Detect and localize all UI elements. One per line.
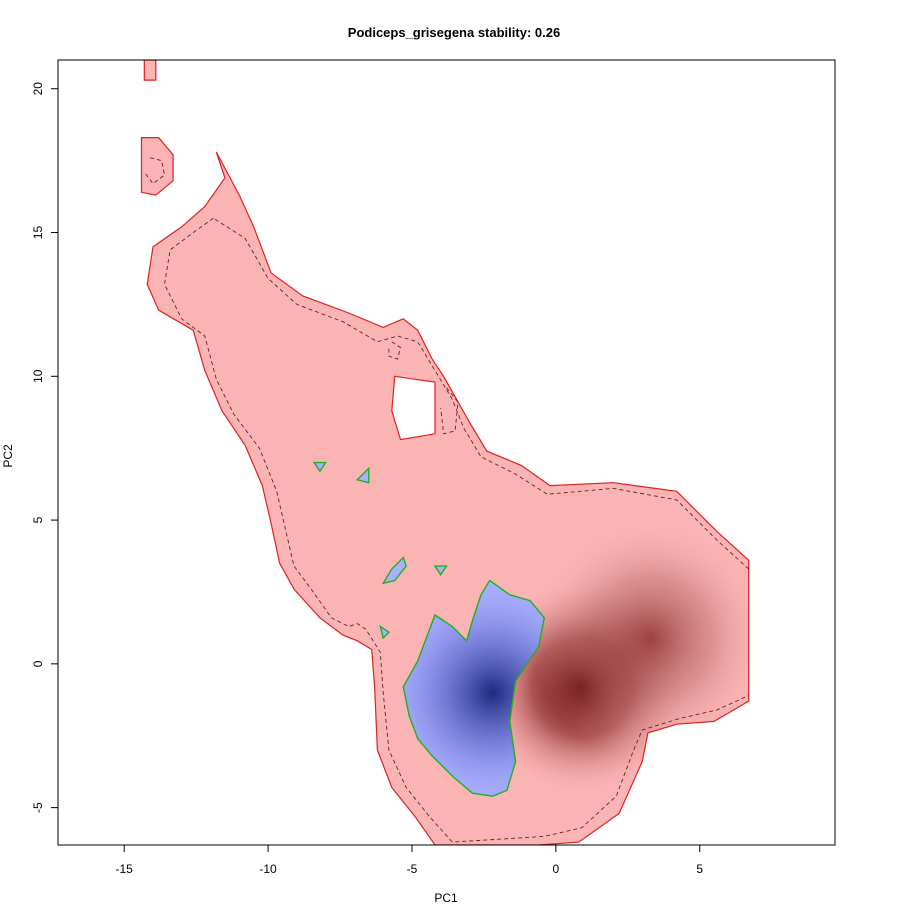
niche-range-outline <box>146 151 750 845</box>
overlap-islet-c-fill <box>383 557 407 584</box>
x-axis-label: PC1 <box>434 891 458 905</box>
density-contours <box>143 157 750 843</box>
y-tick-label: 5 <box>31 516 45 523</box>
y-tick-label: -5 <box>31 802 45 813</box>
region-outlines <box>140 60 750 845</box>
y-tick-label: 10 <box>31 369 45 383</box>
y-tick-label: 20 <box>31 82 45 96</box>
overlap-islet-c-outline <box>381 556 407 585</box>
niche-range-hole <box>391 376 435 440</box>
overlap-islet-a-outline <box>312 461 327 473</box>
overlap-islet-b-outline <box>355 466 370 484</box>
niche-range-islet-top-fill <box>144 60 156 81</box>
x-tick-label: -5 <box>407 862 418 876</box>
x-tick-label: -15 <box>116 862 134 876</box>
x-tick-label: -10 <box>259 862 277 876</box>
chart-title: Podiceps_grisegena stability: 0.26 <box>348 25 560 40</box>
contour-inner-loop <box>388 341 402 360</box>
y-axis-label: PC2 <box>1 444 15 468</box>
niche-range-islet-upper-outline <box>140 137 174 196</box>
x-tick-label: 5 <box>696 862 703 876</box>
niche-range-islet-top-outline <box>143 60 157 81</box>
contour-islet-loop <box>143 157 165 185</box>
plot-area <box>140 60 750 845</box>
contour-main-dashed <box>164 217 749 843</box>
overlap-islet-e-outline <box>379 624 390 640</box>
x-axis: -15 -10 -5 0 5 <box>116 844 703 876</box>
contour-top-dashed <box>213 217 750 570</box>
y-tick-label: 15 <box>31 226 45 240</box>
y-tick-label: 0 <box>31 660 45 667</box>
niche-overlap-outline <box>402 579 546 797</box>
y-axis: -5 0 5 10 15 20 <box>31 82 59 813</box>
overlap-islet-d-outline <box>433 565 448 576</box>
overlap-islet-a-fill <box>314 462 326 472</box>
niche-range-islet-upper-fill <box>141 137 174 196</box>
x-tick-label: 0 <box>553 862 560 876</box>
niche-range-hole-outline <box>391 375 436 441</box>
density-shading <box>314 462 749 845</box>
